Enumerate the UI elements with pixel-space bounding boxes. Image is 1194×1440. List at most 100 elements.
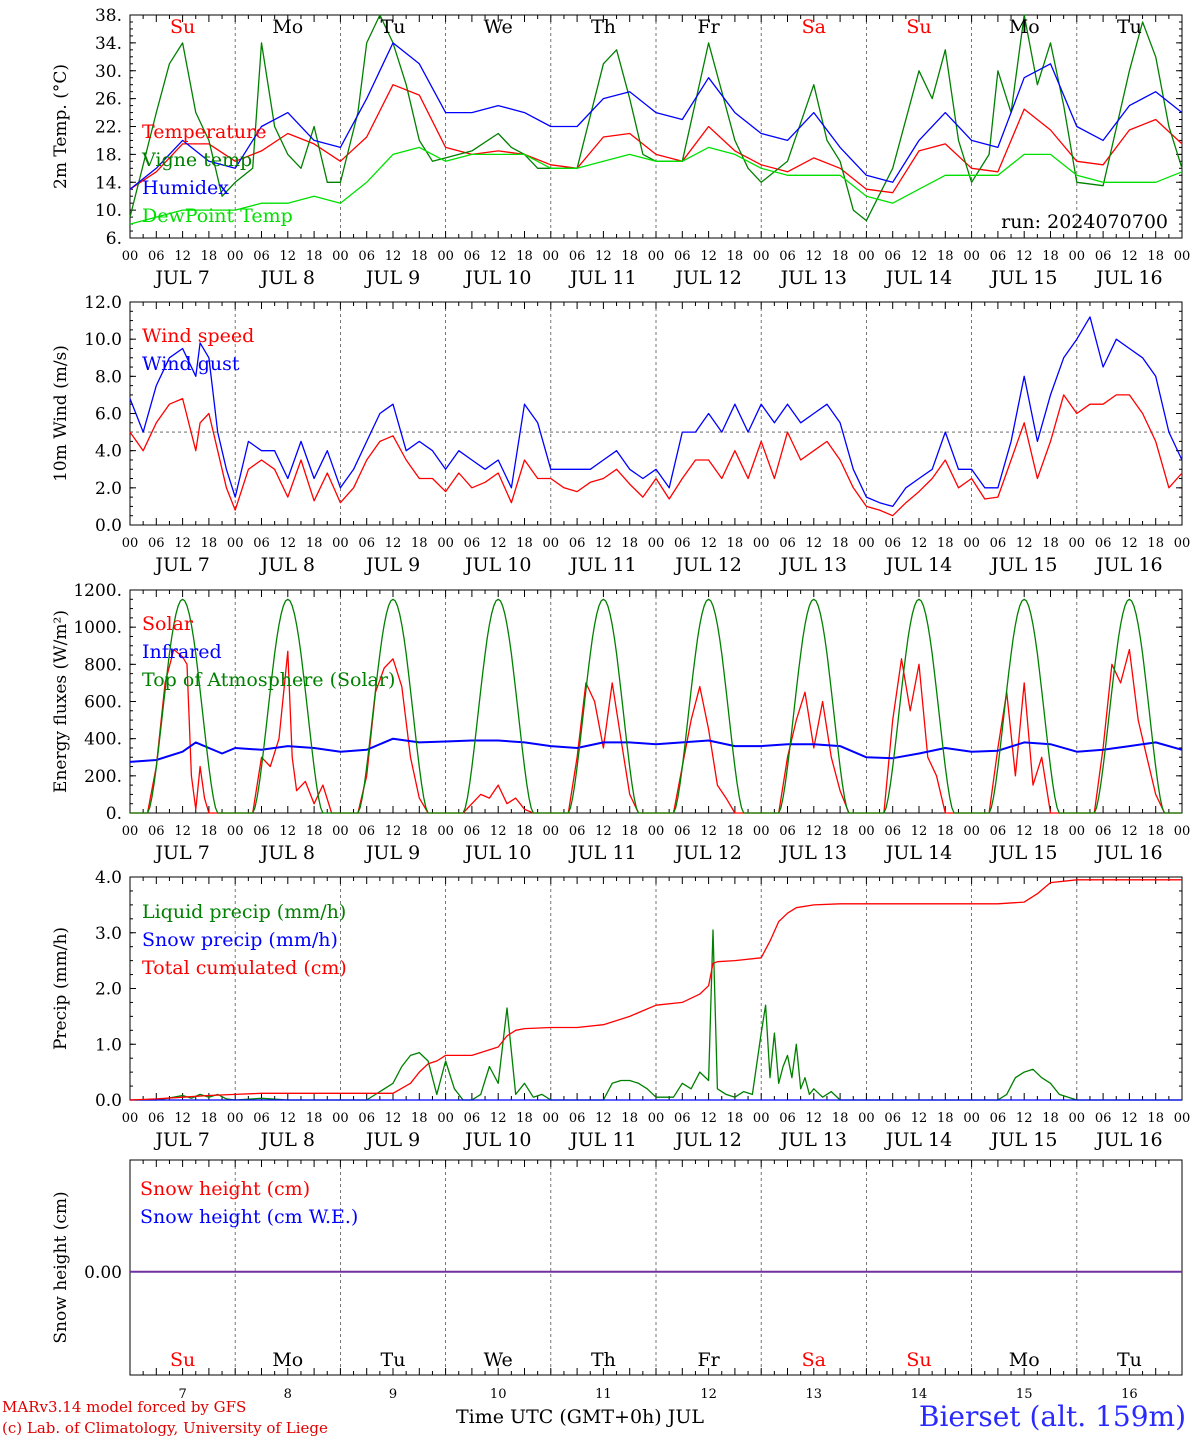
series-line-total-cumulated-cm-	[129, 879, 1182, 1101]
hour-tick-label: 00	[648, 249, 665, 264]
hour-tick-label: 00	[332, 536, 349, 551]
hour-tick-label: 00	[648, 1111, 665, 1126]
hour-tick-label: 06	[1095, 536, 1112, 551]
day-number-label: 14	[911, 1387, 928, 1402]
legend-entry: Top of Atmosphere (Solar)	[142, 669, 395, 691]
hour-tick-label: 06	[990, 824, 1007, 839]
hour-tick-label: 00	[543, 536, 560, 551]
hour-tick-label: 00	[858, 536, 875, 551]
chart-panel-3: 0. 200. 400. 600. 800. 1000. 1200.Energy fluxe…	[51, 581, 1190, 864]
y-axis-label: 2m Temp. (°C)	[51, 64, 71, 189]
y-tick-label: 400.	[84, 730, 122, 750]
day-date-label: JUL 16	[1094, 842, 1162, 864]
hour-tick-label: 12	[385, 249, 402, 264]
weekday-label: We	[484, 16, 513, 38]
y-tick-label: 10.0	[84, 330, 122, 350]
hour-tick-label: 00	[332, 249, 349, 264]
hour-tick-label: 00	[963, 1111, 980, 1126]
day-date-label: JUL 7	[153, 842, 209, 864]
y-tick-label: 12.0	[84, 293, 122, 313]
series-line-humidex	[129, 42, 1183, 190]
hour-tick-label: 12	[806, 824, 823, 839]
day-date-label: JUL 11	[568, 267, 636, 289]
day-number-label: 8	[284, 1387, 292, 1402]
series-line-vigne-temp	[129, 14, 1183, 222]
hour-tick-label: 12	[595, 536, 612, 551]
hour-tick-label: 18	[306, 1111, 323, 1126]
hour-tick-label: 18	[516, 1111, 533, 1126]
hour-tick-label: 00	[1174, 249, 1191, 264]
day-date-label: JUL 13	[779, 554, 847, 576]
hour-tick-label: 18	[1147, 249, 1164, 264]
hour-tick-label: 18	[727, 536, 744, 551]
hour-tick-label: 06	[464, 1111, 481, 1126]
hour-tick-label: 00	[648, 536, 665, 551]
hour-tick-label: 00	[753, 249, 770, 264]
plot-frame	[129, 589, 1183, 814]
hour-tick-label: 12	[700, 1111, 717, 1126]
chart-panel-2: 0.0 2.0 4.0 6.0 8.0 10.0 12.0 10m Wind (m/s) 00 0…	[51, 293, 1190, 576]
hour-tick-label: 18	[937, 249, 954, 264]
day-date-label: JUL 15	[989, 842, 1057, 864]
hour-tick-label: 00	[437, 1111, 454, 1126]
day-date-label: JUL 7	[153, 554, 209, 576]
hour-tick-label: 06	[358, 824, 375, 839]
hour-tick-label: 06	[884, 824, 901, 839]
hour-tick-label: 06	[884, 536, 901, 551]
hour-tick-label: 12	[490, 249, 507, 264]
hour-tick-label: 12	[595, 249, 612, 264]
hour-tick-label: 18	[411, 536, 428, 551]
x-axis-title: Time UTC (GMT+0h) JUL	[456, 1406, 704, 1428]
hour-tick-label: 00	[122, 249, 139, 264]
hour-tick-label: 00	[1174, 536, 1191, 551]
hour-tick-label: 18	[621, 1111, 638, 1126]
hour-tick-label: 06	[253, 536, 270, 551]
day-date-label: JUL 13	[779, 1129, 847, 1151]
hour-tick-label: 06	[674, 824, 691, 839]
hour-tick-label: 12	[1016, 1111, 1033, 1126]
y-tick-label: 1200.	[73, 581, 122, 601]
day-date-label: JUL 14	[884, 267, 952, 289]
y-tick-label: 22.	[95, 118, 122, 138]
hour-tick-label: 12	[174, 249, 191, 264]
series-line-dewpoint-temp	[129, 146, 1183, 225]
hour-tick-label: 00	[753, 1111, 770, 1126]
y-tick-label: 30.	[95, 62, 122, 82]
weekday-label: Th	[591, 1349, 616, 1371]
weekday-label: Sa	[802, 16, 826, 38]
hour-tick-label: 00	[1174, 1111, 1191, 1126]
y-tick-label: 0.0	[95, 516, 122, 536]
series-line-solar	[130, 648, 1182, 814]
hour-tick-label: 18	[727, 824, 744, 839]
hour-tick-label: 06	[674, 1111, 691, 1126]
hour-tick-label: 06	[674, 536, 691, 551]
hour-tick-label: 06	[1095, 1111, 1112, 1126]
day-date-label: JUL 16	[1094, 1129, 1162, 1151]
weekday-label: Fr	[697, 1349, 720, 1371]
y-tick-label: 0.0	[95, 1091, 122, 1111]
day-date-label: JUL 16	[1094, 554, 1162, 576]
day-date-label: JUL 7	[153, 267, 209, 289]
legend-entry: Wind speed	[142, 325, 254, 347]
hour-tick-label: 06	[358, 249, 375, 264]
day-date-label: JUL 16	[1094, 267, 1162, 289]
day-date-label: JUL 10	[463, 267, 531, 289]
weekday-label: Su	[170, 16, 195, 38]
hour-tick-label: 18	[832, 824, 849, 839]
legend-entry: Vigne temp	[141, 149, 252, 171]
hour-tick-label: 18	[832, 249, 849, 264]
hour-tick-label: 12	[490, 1111, 507, 1126]
hour-tick-label: 06	[253, 1111, 270, 1126]
weekday-label: Th	[591, 16, 616, 38]
day-date-label: JUL 13	[779, 842, 847, 864]
weekday-label: We	[484, 1349, 513, 1371]
run-label: run: 2024070700	[1001, 211, 1168, 233]
hour-tick-label: 06	[1095, 249, 1112, 264]
hour-tick-label: 12	[700, 824, 717, 839]
hour-tick-label: 18	[937, 824, 954, 839]
hour-tick-label: 12	[280, 249, 297, 264]
legend-entry: DewPoint Temp	[142, 205, 293, 227]
hour-tick-label: 00	[753, 536, 770, 551]
legend-entry: Wind gust	[142, 353, 240, 375]
hour-tick-label: 00	[332, 824, 349, 839]
